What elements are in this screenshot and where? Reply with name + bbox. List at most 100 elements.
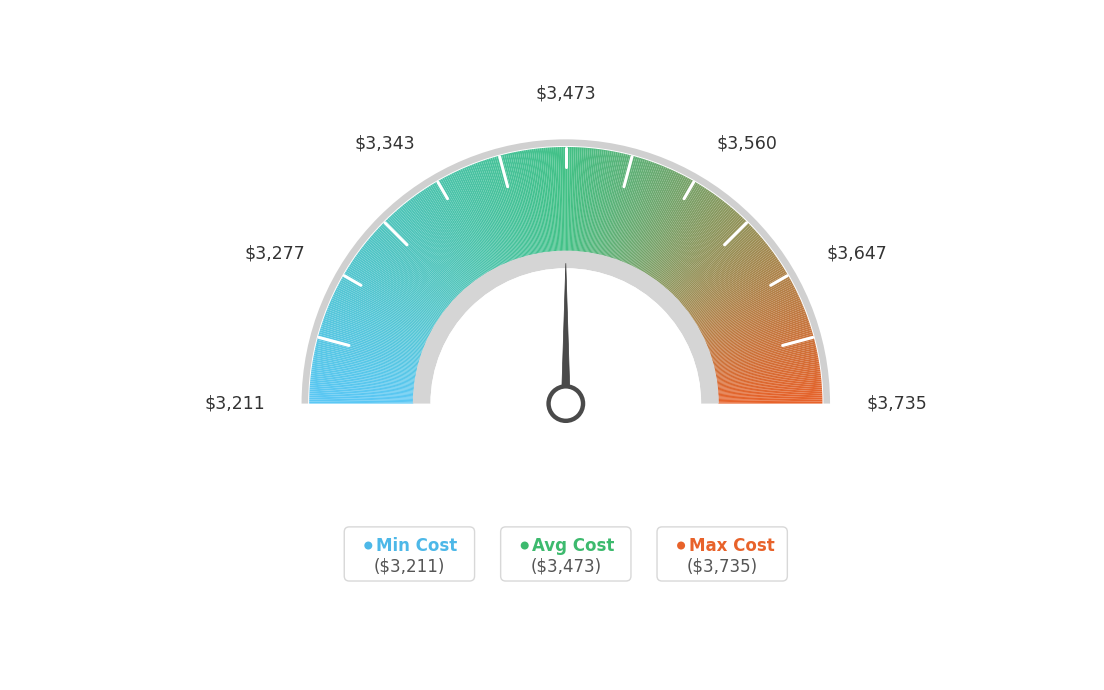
Wedge shape (707, 307, 805, 348)
Wedge shape (492, 157, 523, 257)
Wedge shape (330, 300, 426, 343)
Wedge shape (431, 268, 701, 504)
Text: Min Cost: Min Cost (375, 537, 457, 555)
Wedge shape (692, 259, 779, 319)
Wedge shape (570, 147, 574, 251)
Wedge shape (693, 264, 783, 322)
Wedge shape (325, 313, 423, 351)
Wedge shape (593, 151, 614, 254)
Wedge shape (577, 148, 588, 252)
Wedge shape (587, 150, 604, 253)
Wedge shape (655, 195, 716, 280)
Wedge shape (711, 328, 811, 360)
Wedge shape (718, 389, 822, 397)
Wedge shape (337, 287, 431, 335)
Wedge shape (657, 198, 722, 282)
Wedge shape (523, 150, 542, 253)
Wedge shape (718, 380, 821, 391)
Wedge shape (634, 174, 682, 268)
Wedge shape (357, 253, 443, 315)
Wedge shape (718, 373, 821, 387)
Wedge shape (434, 183, 488, 273)
Wedge shape (689, 251, 774, 314)
FancyBboxPatch shape (500, 527, 631, 581)
Wedge shape (365, 241, 447, 308)
Wedge shape (506, 154, 531, 255)
Wedge shape (382, 224, 457, 297)
Wedge shape (680, 234, 760, 304)
Wedge shape (320, 328, 421, 360)
Wedge shape (314, 357, 416, 377)
Wedge shape (578, 148, 590, 252)
Wedge shape (477, 162, 514, 261)
Wedge shape (520, 151, 540, 254)
Wedge shape (376, 229, 454, 301)
Wedge shape (449, 174, 498, 268)
Wedge shape (352, 259, 439, 319)
Wedge shape (714, 344, 816, 369)
Wedge shape (656, 197, 720, 282)
Wedge shape (342, 277, 434, 329)
Wedge shape (698, 277, 789, 329)
Wedge shape (700, 282, 793, 333)
Wedge shape (688, 250, 772, 313)
Wedge shape (319, 330, 420, 361)
Wedge shape (402, 204, 469, 286)
Wedge shape (641, 181, 694, 272)
Wedge shape (715, 355, 818, 376)
Wedge shape (460, 169, 505, 265)
Wedge shape (358, 251, 443, 314)
Wedge shape (457, 170, 502, 266)
Wedge shape (301, 139, 830, 404)
Wedge shape (709, 313, 807, 351)
Wedge shape (310, 373, 414, 387)
Wedge shape (596, 152, 619, 255)
Wedge shape (318, 334, 420, 364)
Wedge shape (397, 208, 467, 288)
Wedge shape (709, 317, 808, 353)
Wedge shape (532, 149, 546, 253)
Wedge shape (343, 273, 435, 327)
Wedge shape (393, 213, 464, 291)
Wedge shape (638, 178, 689, 270)
Wedge shape (684, 243, 767, 309)
Text: ($3,735): ($3,735) (687, 558, 757, 576)
Wedge shape (309, 395, 414, 400)
Wedge shape (687, 248, 771, 312)
Wedge shape (348, 266, 437, 323)
Wedge shape (714, 350, 817, 373)
Wedge shape (323, 317, 423, 353)
Wedge shape (341, 278, 433, 331)
Wedge shape (609, 158, 641, 258)
Wedge shape (500, 155, 528, 256)
Wedge shape (321, 322, 422, 357)
Wedge shape (713, 338, 815, 366)
Text: $3,343: $3,343 (354, 134, 415, 152)
Wedge shape (640, 179, 693, 271)
Wedge shape (603, 155, 629, 256)
Wedge shape (683, 240, 765, 307)
Wedge shape (612, 159, 645, 259)
Wedge shape (679, 233, 758, 303)
Circle shape (521, 542, 529, 549)
Text: $3,735: $3,735 (867, 395, 927, 413)
Wedge shape (388, 218, 460, 294)
Wedge shape (321, 324, 421, 357)
Wedge shape (718, 375, 821, 388)
Wedge shape (496, 156, 526, 257)
Wedge shape (715, 359, 819, 379)
Wedge shape (510, 152, 533, 255)
Wedge shape (575, 148, 584, 252)
Wedge shape (526, 150, 543, 253)
Wedge shape (415, 195, 477, 280)
Wedge shape (485, 159, 519, 259)
Wedge shape (482, 160, 518, 259)
Wedge shape (315, 350, 417, 373)
Wedge shape (699, 280, 792, 331)
Wedge shape (361, 248, 445, 312)
Wedge shape (656, 196, 719, 281)
Wedge shape (643, 181, 697, 273)
Text: $3,473: $3,473 (535, 85, 596, 103)
Wedge shape (350, 263, 438, 321)
Wedge shape (318, 336, 418, 364)
